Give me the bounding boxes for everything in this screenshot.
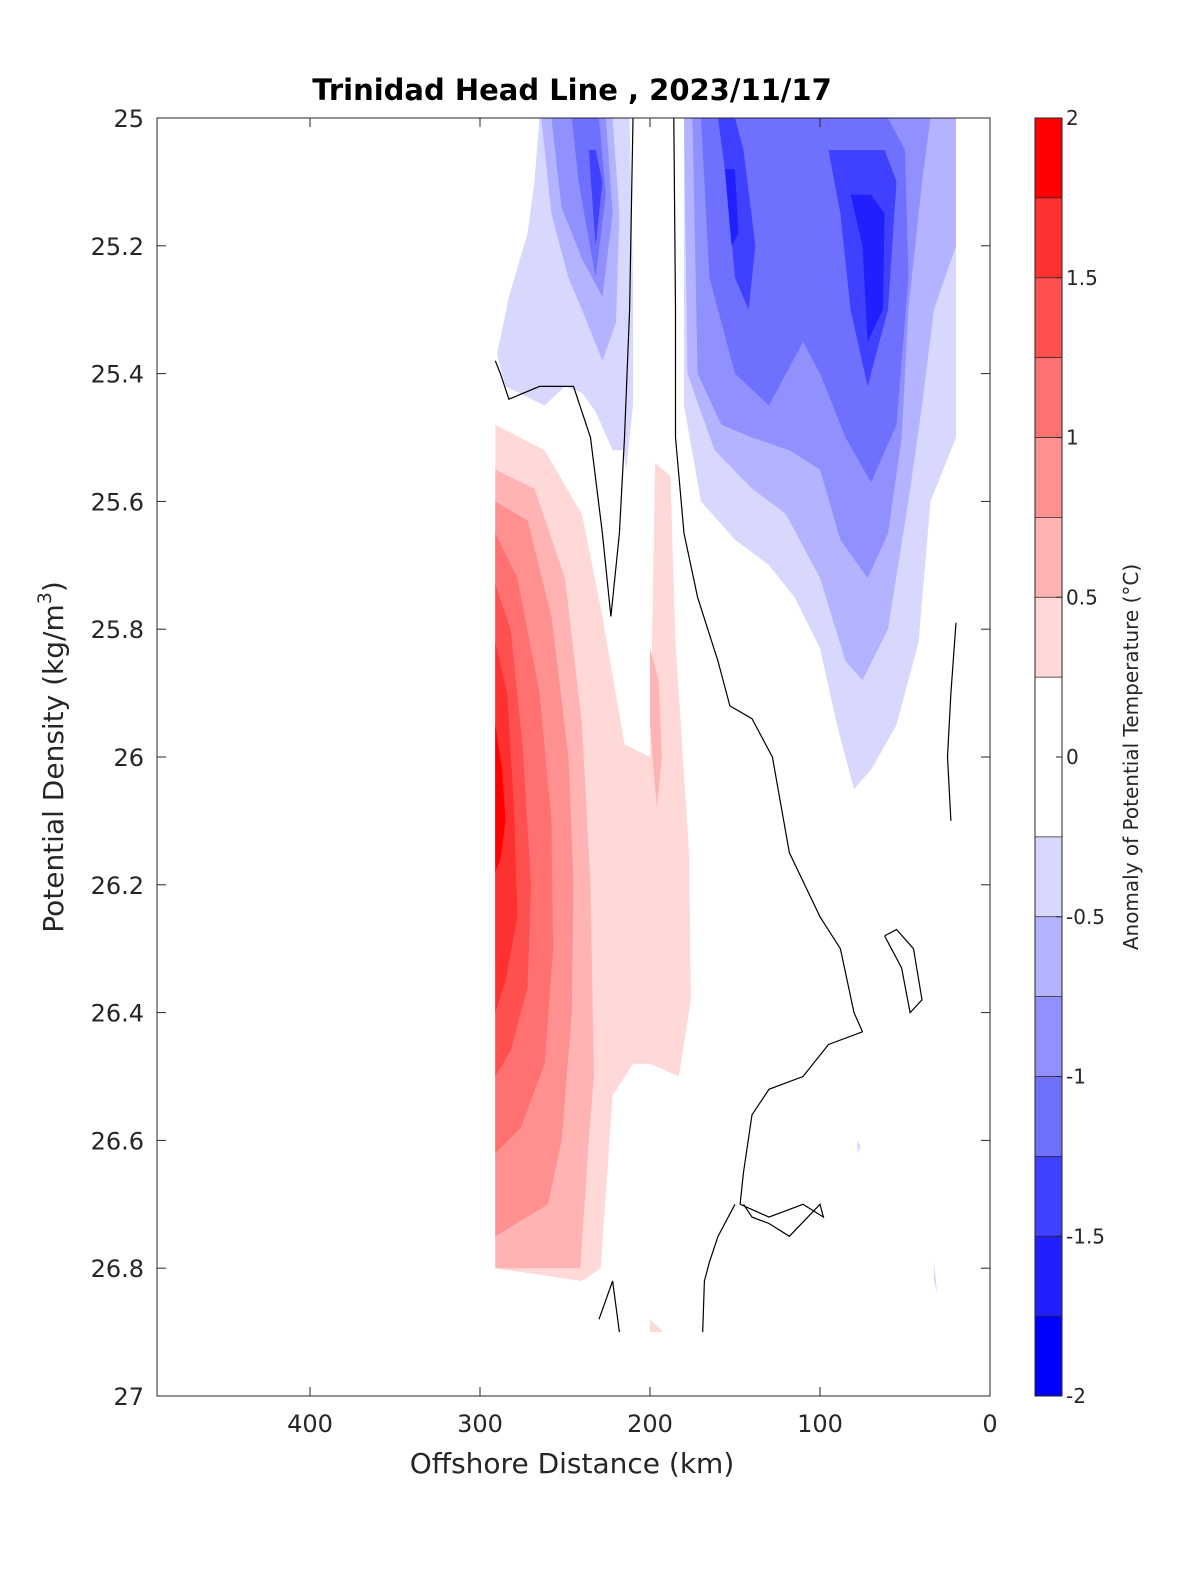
x-tick-label: 200: [627, 1410, 673, 1438]
y-tick-label: 25: [113, 105, 144, 133]
y-tick-label: 25.8: [91, 616, 144, 644]
colorbar-band: [1035, 277, 1062, 358]
colorbar-tick-label: 2: [1066, 106, 1079, 130]
y-tick-label: 26.6: [91, 1127, 144, 1155]
zero-contour-east-tail: [702, 1204, 736, 1333]
zero-contour-loop: [884, 928, 923, 1014]
colorbar-band: [1035, 357, 1062, 438]
x-tick-label: 400: [287, 1410, 333, 1438]
y-tick-label: 26.8: [91, 1255, 144, 1283]
colorbar-tick-label: 0.5: [1066, 585, 1098, 609]
colorbar-band: [1035, 597, 1062, 678]
zero-contour-east-arm: [673, 117, 864, 1238]
colorbar-band: [1035, 197, 1062, 278]
zero-contour-deep: [598, 1280, 620, 1333]
colorbar-tick-label: 1: [1066, 426, 1079, 450]
y-tick-label: 25.2: [91, 233, 144, 261]
zero-contour-nearshore: [946, 622, 957, 821]
colorbar-tick-label: -2: [1066, 1384, 1086, 1408]
chart-title: Trinidad Head Line , 2023/11/17: [312, 73, 832, 107]
y-tick-label: 26: [113, 744, 144, 772]
colorbar-band: [1035, 437, 1062, 518]
colorbar-tick-label: -0.5: [1066, 905, 1105, 929]
contour-region-cold-speck-2: [933, 1261, 938, 1294]
x-tick-label: 0: [982, 1410, 997, 1438]
colorbar-tick-label: -1.5: [1066, 1224, 1105, 1248]
colorbar: 2 1.5 1 0.5 0 -0.5 -1 -1.5 -2: [1034, 106, 1105, 1408]
y-axis-title-main: Potential Density (kg/m: [37, 604, 70, 933]
colorbar-title: Anomaly of Potential Temperature (°C): [1119, 564, 1143, 950]
x-axis-title: Offshore Distance (km): [410, 1447, 735, 1480]
colorbar-band: [1035, 996, 1062, 1077]
colorbar-band: [1035, 1236, 1062, 1317]
colorbar-band: [1035, 1076, 1062, 1157]
colorbar-band: [1035, 1316, 1062, 1396]
colorbar-band: [1035, 118, 1062, 198]
colorbar-band: [1035, 517, 1062, 598]
x-tick-label: 100: [797, 1410, 843, 1438]
colorbar-tick-label: -1: [1066, 1065, 1086, 1089]
x-tick-label: 300: [457, 1410, 503, 1438]
contour-region-cold-west-1.0: [571, 118, 606, 278]
y-tick-label: 26.2: [91, 872, 144, 900]
y-axis-ticks: 25 25.2 25.4 25.6 25.8 26 26.2 26.4 26.6 26.8 27: [91, 105, 990, 1411]
zero-contour-lines: [494, 117, 957, 1333]
contour-fills: [495, 118, 956, 1333]
y-axis-title-superscript: 3: [34, 592, 56, 604]
contour-region-warm-deep: [650, 1319, 664, 1333]
y-tick-label: 25.4: [91, 361, 144, 389]
y-tick-label: 26.4: [91, 1000, 144, 1028]
y-tick-label: 25.6: [91, 488, 144, 516]
contour-region-warm-core-1.5: [495, 642, 518, 1013]
zero-contour-west-arm: [494, 117, 634, 617]
colorbar-band: [1035, 916, 1062, 997]
colorbar-band: [1035, 836, 1062, 917]
y-tick-label: 27: [113, 1383, 144, 1411]
colorbar-tick-label: 1.5: [1066, 266, 1098, 290]
contour-region-warm-core-1.75: [495, 725, 506, 872]
colorbar-band: [1035, 1156, 1062, 1237]
contour-region-cold-east-1.5-far: [850, 194, 885, 342]
colorbar-tick-label: 0: [1066, 745, 1079, 769]
contour-region-cold-west-1.25: [588, 150, 603, 246]
contour-region-warm-blob-mid: [650, 648, 662, 809]
contour-region-cold-east-1.5-near: [724, 169, 739, 246]
contour-region-cold-speck-1: [857, 1140, 861, 1154]
plot-area: 400 300 200 100 0 25 25.2 25.4 25.6 25.8 26 26.2 26…: [91, 105, 998, 1438]
colorbar-ticks: 2 1.5 1 0.5 0 -0.5 -1 -1.5 -2: [1056, 106, 1105, 1408]
y-axis-title-tail: ): [37, 581, 70, 592]
x-axis-ticks: 400 300 200 100 0: [287, 118, 998, 1438]
y-axis-title: Potential Density (kg/m3): [34, 581, 70, 933]
colorbar-bands: [1035, 118, 1062, 1396]
